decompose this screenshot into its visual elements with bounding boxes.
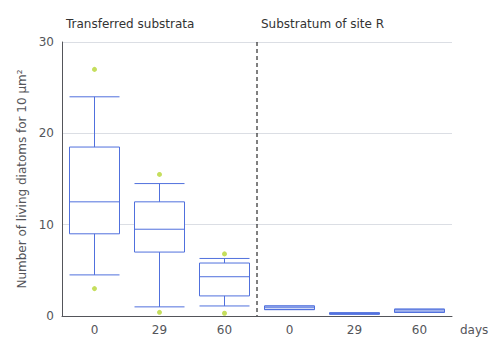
svg-text:29: 29 [347, 323, 362, 337]
svg-text:Substratum of site R: Substratum of site R [261, 17, 384, 31]
svg-text:days: days [460, 323, 488, 337]
svg-text:60: 60 [412, 323, 427, 337]
svg-text:0: 0 [91, 323, 99, 337]
svg-text:30: 30 [39, 35, 54, 49]
svg-text:Transferred substrata: Transferred substrata [65, 17, 194, 31]
svg-text:60: 60 [217, 323, 232, 337]
svg-text:29: 29 [152, 323, 167, 337]
svg-text:0: 0 [286, 323, 294, 337]
svg-text:0: 0 [46, 309, 54, 323]
svg-text:10: 10 [39, 218, 54, 232]
svg-text:20: 20 [39, 126, 54, 140]
svg-text:Number of living diatoms for 1: Number of living diatoms for 10 μm² [15, 69, 29, 288]
